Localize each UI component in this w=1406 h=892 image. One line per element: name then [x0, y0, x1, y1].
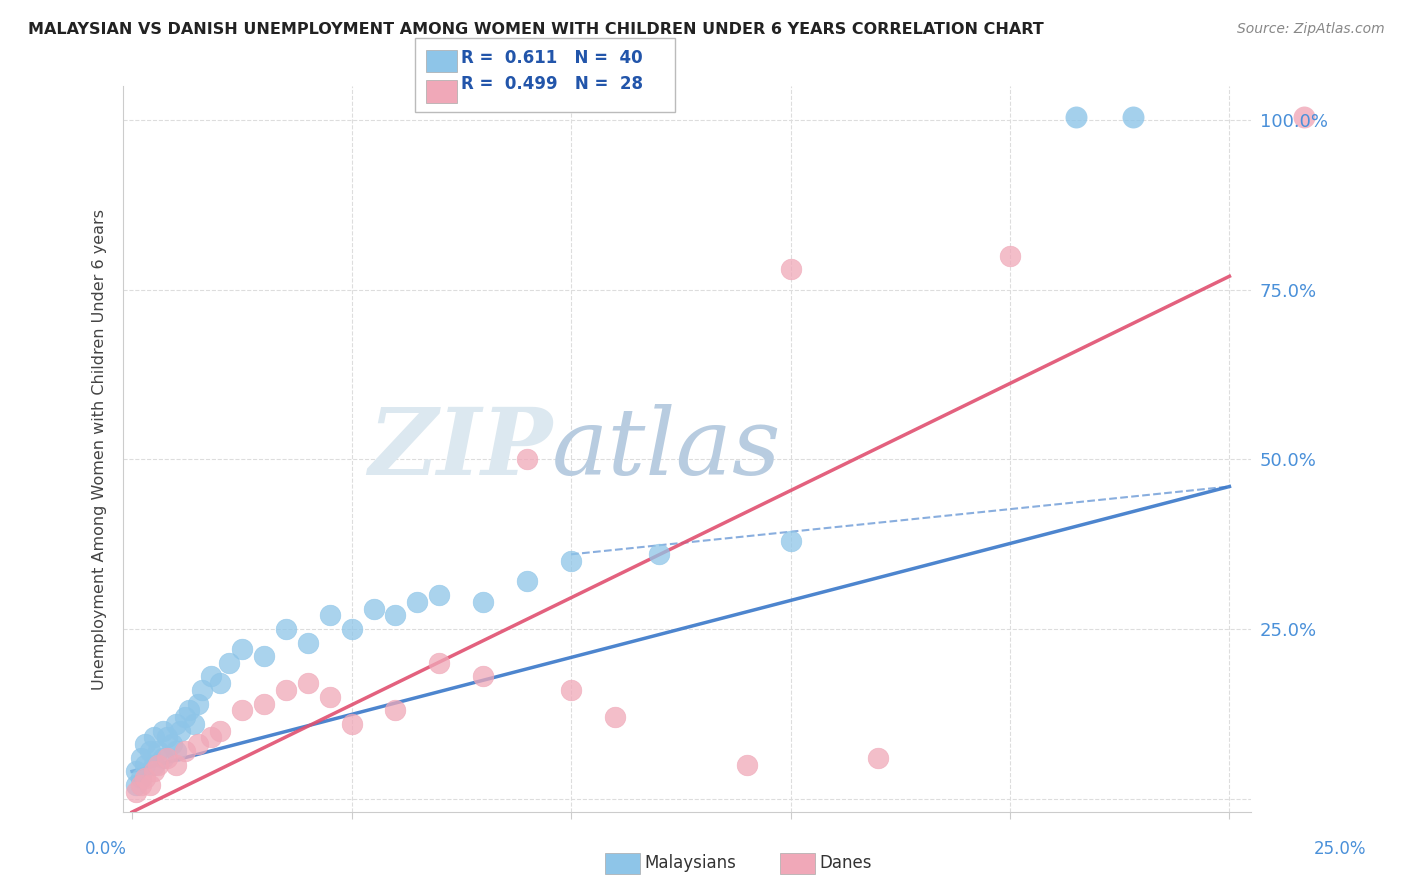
Point: [165, 744, 187, 758]
Text: atlas: atlas: [553, 404, 782, 494]
Point: [200, 669, 222, 683]
Point: [208, 676, 231, 690]
Point: [156, 751, 179, 765]
Point: [134, 757, 156, 772]
Text: Malaysians: Malaysians: [644, 855, 735, 872]
Point: [253, 697, 276, 711]
Point: [231, 642, 253, 657]
Point: [603, 710, 626, 724]
Point: [253, 649, 276, 664]
Point: [138, 744, 160, 758]
Point: [129, 778, 152, 792]
Point: [1064, 110, 1087, 124]
Point: [148, 744, 170, 758]
Point: [998, 249, 1021, 263]
Text: ZIP: ZIP: [368, 404, 553, 494]
Point: [318, 608, 340, 623]
Point: [384, 703, 406, 717]
Point: [868, 751, 890, 765]
Point: [231, 703, 253, 717]
Point: [1122, 110, 1144, 124]
Text: 25.0%: 25.0%: [1313, 840, 1367, 858]
Point: [138, 778, 160, 792]
Point: [143, 764, 166, 779]
Point: [363, 601, 385, 615]
Point: [218, 656, 240, 670]
Point: [274, 683, 297, 698]
Point: [274, 622, 297, 636]
Text: R =  0.499   N =  28: R = 0.499 N = 28: [461, 75, 643, 93]
Point: [148, 757, 170, 772]
Point: [427, 588, 450, 602]
Point: [340, 717, 363, 731]
Point: [173, 710, 195, 724]
Point: [187, 697, 209, 711]
Point: [125, 764, 148, 779]
Point: [134, 737, 156, 751]
Point: [125, 785, 148, 799]
Point: [297, 676, 319, 690]
Point: [340, 622, 363, 636]
Point: [297, 635, 319, 649]
Point: [165, 717, 187, 731]
Point: [735, 757, 758, 772]
Point: [156, 731, 179, 745]
Text: MALAYSIAN VS DANISH UNEMPLOYMENT AMONG WOMEN WITH CHILDREN UNDER 6 YEARS CORRELA: MALAYSIAN VS DANISH UNEMPLOYMENT AMONG W…: [28, 22, 1043, 37]
Point: [208, 723, 231, 738]
Point: [173, 744, 195, 758]
Point: [648, 547, 671, 561]
Point: [129, 771, 152, 785]
Text: Danes: Danes: [820, 855, 872, 872]
Point: [187, 737, 209, 751]
Point: [169, 723, 191, 738]
Point: [779, 533, 801, 548]
Point: [472, 669, 495, 683]
Text: R =  0.611   N =  40: R = 0.611 N = 40: [461, 49, 643, 67]
Point: [516, 574, 538, 589]
Point: [560, 554, 582, 568]
Point: [560, 683, 582, 698]
Point: [134, 771, 156, 785]
Point: [129, 751, 152, 765]
Point: [779, 262, 801, 277]
Point: [200, 731, 222, 745]
Point: [125, 778, 148, 792]
Text: 0.0%: 0.0%: [84, 840, 127, 858]
Point: [143, 757, 166, 772]
Y-axis label: Unemployment Among Women with Children Under 6 years: Unemployment Among Women with Children U…: [93, 209, 107, 690]
Point: [191, 683, 214, 698]
Point: [165, 757, 187, 772]
Point: [406, 595, 429, 609]
Point: [384, 608, 406, 623]
Point: [152, 723, 174, 738]
Point: [160, 737, 183, 751]
Point: [427, 656, 450, 670]
Point: [318, 690, 340, 704]
Text: Source: ZipAtlas.com: Source: ZipAtlas.com: [1237, 22, 1385, 37]
Point: [472, 595, 495, 609]
Point: [143, 731, 166, 745]
Point: [183, 717, 205, 731]
Point: [152, 751, 174, 765]
Point: [516, 452, 538, 467]
Point: [1294, 110, 1316, 124]
Point: [179, 703, 201, 717]
